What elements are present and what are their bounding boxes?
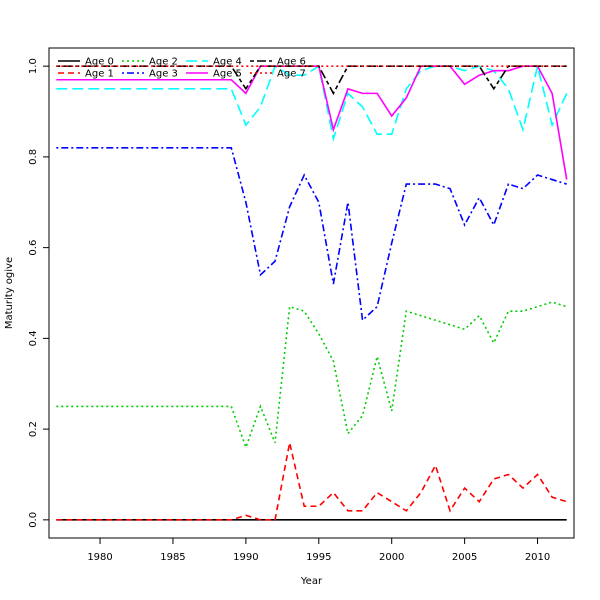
y-tick-label: 0.8 xyxy=(28,149,39,165)
y-axis-title: Maturity ogive xyxy=(4,257,15,329)
x-axis: 1980 1985 1990 1995 2000 2005 2010 xyxy=(87,537,550,563)
x-tick-label: 1995 xyxy=(306,552,331,563)
y-tick-label: 0.4 xyxy=(28,330,39,346)
legend-label-age-2: Age 2 xyxy=(149,57,178,68)
legend-label-age-1: Age 1 xyxy=(85,69,114,80)
legend-label-age-0: Age 0 xyxy=(85,57,114,68)
series-line-age-1 xyxy=(56,442,567,521)
y-tick-label: 0.6 xyxy=(28,240,39,256)
x-tick-label: 2010 xyxy=(525,552,550,563)
x-tick-label: 1990 xyxy=(233,552,258,563)
legend-label-age-3: Age 3 xyxy=(149,69,178,80)
series-layer xyxy=(56,64,568,521)
x-tick-label: 1985 xyxy=(160,552,185,563)
y-tick-label: 0.0 xyxy=(28,512,39,528)
series-line-age-2 xyxy=(56,301,567,450)
legend-label-age-6: Age 6 xyxy=(277,57,306,68)
legend-label-age-7: Age 7 xyxy=(277,69,306,80)
y-tick-label: 1.0 xyxy=(28,58,39,74)
x-tick-label: 2005 xyxy=(452,552,477,563)
y-tick-label: 0.2 xyxy=(28,421,39,437)
series-line-age-3 xyxy=(56,147,567,322)
y-axis: 0.0 0.2 0.4 0.6 0.8 1.0 xyxy=(28,58,50,528)
legend-label-age-4: Age 4 xyxy=(213,57,242,68)
legend-label-age-5: Age 5 xyxy=(213,69,242,80)
x-tick-label: 2000 xyxy=(379,552,404,563)
x-axis-title: Year xyxy=(300,576,323,587)
x-tick-label: 1980 xyxy=(87,552,112,563)
